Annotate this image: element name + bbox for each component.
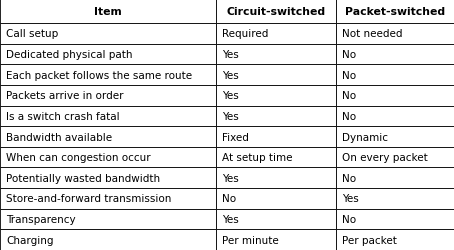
Text: No: No — [342, 50, 356, 60]
Text: Dynamic: Dynamic — [342, 132, 388, 142]
Text: Packets arrive in order: Packets arrive in order — [6, 91, 123, 101]
Bar — [336, 147, 454, 168]
Text: Packet-switched: Packet-switched — [345, 7, 445, 17]
Bar — [0, 65, 216, 86]
Bar — [0, 24, 216, 44]
Bar — [0, 209, 216, 230]
Text: Per minute: Per minute — [222, 235, 278, 245]
Bar — [0, 230, 216, 250]
Text: No: No — [222, 194, 236, 203]
Text: Item: Item — [94, 7, 122, 17]
Text: No: No — [342, 91, 356, 101]
Bar — [216, 86, 336, 106]
Text: Yes: Yes — [222, 214, 238, 224]
Text: Yes: Yes — [222, 70, 238, 80]
Bar — [336, 188, 454, 209]
Bar — [216, 24, 336, 44]
Bar — [216, 44, 336, 65]
Bar — [336, 209, 454, 230]
Bar — [216, 65, 336, 86]
Bar — [0, 44, 216, 65]
Bar — [336, 0, 454, 24]
Bar — [216, 168, 336, 188]
Text: Transparency: Transparency — [6, 214, 75, 224]
Text: Store-and-forward transmission: Store-and-forward transmission — [6, 194, 171, 203]
Text: Yes: Yes — [342, 194, 359, 203]
Bar — [216, 147, 336, 168]
Text: Yes: Yes — [222, 112, 238, 122]
Text: Charging: Charging — [6, 235, 54, 245]
Text: Yes: Yes — [222, 91, 238, 101]
Bar — [336, 230, 454, 250]
Text: Call setup: Call setup — [6, 29, 58, 39]
Text: No: No — [342, 70, 356, 80]
Bar — [336, 24, 454, 44]
Bar — [0, 0, 216, 24]
Text: Per packet: Per packet — [342, 235, 397, 245]
Text: Required: Required — [222, 29, 268, 39]
Bar — [216, 106, 336, 127]
Text: Fixed: Fixed — [222, 132, 248, 142]
Text: Yes: Yes — [222, 173, 238, 183]
Text: Circuit-switched: Circuit-switched — [226, 7, 326, 17]
Bar — [0, 106, 216, 127]
Bar — [216, 0, 336, 24]
Bar — [216, 188, 336, 209]
Bar — [0, 168, 216, 188]
Bar — [0, 86, 216, 106]
Bar — [336, 65, 454, 86]
Text: Not needed: Not needed — [342, 29, 402, 39]
Text: No: No — [342, 214, 356, 224]
Text: Dedicated physical path: Dedicated physical path — [6, 50, 133, 60]
Text: Bandwidth available: Bandwidth available — [6, 132, 112, 142]
Text: Is a switch crash fatal: Is a switch crash fatal — [6, 112, 119, 122]
Bar — [336, 127, 454, 147]
Text: When can congestion occur: When can congestion occur — [6, 152, 151, 162]
Bar — [216, 127, 336, 147]
Bar — [0, 188, 216, 209]
Bar — [336, 106, 454, 127]
Text: At setup time: At setup time — [222, 152, 292, 162]
Bar — [216, 209, 336, 230]
Bar — [0, 147, 216, 168]
Text: No: No — [342, 173, 356, 183]
Bar — [336, 168, 454, 188]
Text: Potentially wasted bandwidth: Potentially wasted bandwidth — [6, 173, 160, 183]
Text: No: No — [342, 112, 356, 122]
Text: Yes: Yes — [222, 50, 238, 60]
Bar — [336, 44, 454, 65]
Bar — [0, 127, 216, 147]
Bar — [216, 230, 336, 250]
Text: Each packet follows the same route: Each packet follows the same route — [6, 70, 192, 80]
Bar — [336, 86, 454, 106]
Text: On every packet: On every packet — [342, 152, 428, 162]
